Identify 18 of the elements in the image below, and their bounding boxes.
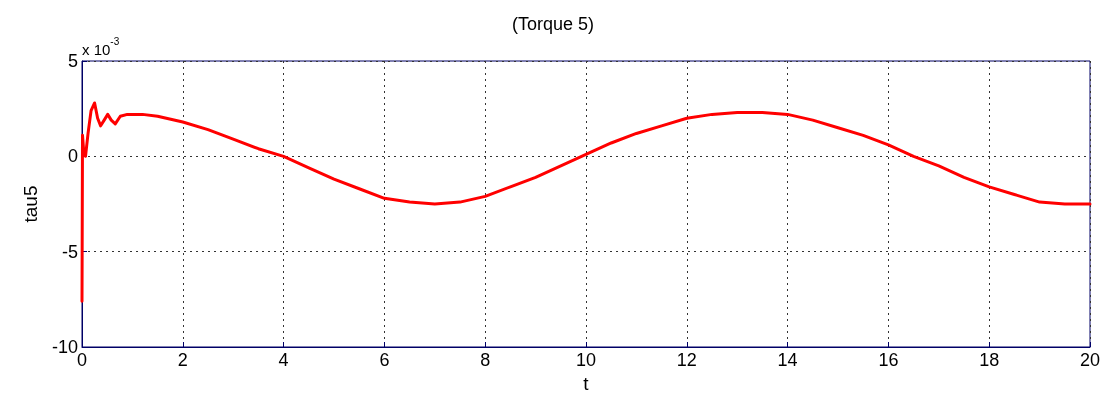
x-tick-label: 6: [379, 350, 390, 370]
y-tick-label: 0: [67, 146, 78, 167]
x-tick-label: 2: [177, 350, 188, 370]
line-series: [80, 101, 1092, 303]
x-tick-label: 12: [676, 350, 697, 370]
x-tick-label: 8: [480, 350, 491, 370]
x-tick-label: 14: [777, 350, 798, 370]
y-axis-title: tau5: [20, 185, 41, 223]
x-tick-label: 16: [878, 350, 899, 370]
x-tick-label: 10: [575, 350, 597, 370]
chart-title: (Torque 5): [511, 14, 595, 34]
x-tick-label: 4: [278, 350, 289, 370]
y-tick-label: -10: [51, 337, 78, 357]
x-axis-title: t: [583, 372, 590, 394]
x-tick-label: 18: [979, 350, 1000, 370]
y-tick-label: -5: [61, 241, 78, 262]
x-tick-label: 20: [1079, 350, 1101, 370]
y-tick-label: 5: [67, 51, 78, 71]
